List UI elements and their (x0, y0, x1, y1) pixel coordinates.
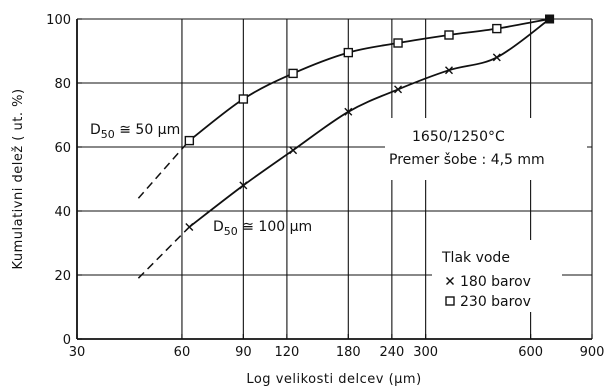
x-tick-label-90: 90 (235, 345, 252, 360)
series-180-barov-point-4 (394, 85, 403, 94)
x-tick-label-60: 60 (174, 345, 191, 360)
legend-square-marker-shape (445, 296, 455, 306)
tick-labels: 30 60 90 120 180 240 300 600 900 0 20 40 60 80 100 (46, 13, 604, 360)
series-180-barov-point-3 (344, 107, 353, 116)
series-180-barov-point-1-stroke-b (239, 181, 248, 190)
y-tick-label-100: 100 (46, 13, 71, 28)
legend-label-180-barov: 180 barov (460, 274, 531, 290)
y-tick-label-60: 60 (54, 141, 71, 156)
series-180-barov-point-0-stroke-b (185, 223, 194, 231)
nozzle-diameter-label: Premer šobe : 4,5 mm (389, 152, 545, 168)
series-230-barov-point-5 (444, 30, 454, 40)
series-180-barov-point-0 (185, 223, 194, 231)
d50-label-square-series: D50 ≅ 50 µm (90, 122, 180, 141)
x-tick-label-900: 900 (580, 345, 604, 360)
x-tick-label-240: 240 (379, 345, 404, 360)
d50-label-x-series: D50 ≅ 100 µm (213, 219, 312, 238)
series-180-barov-point-2 (289, 146, 298, 155)
legend-x-marker-shape (446, 277, 454, 285)
legend-label-230-barov: 230 barov (460, 294, 531, 310)
y-tick-label-0: 0 (63, 333, 71, 348)
conditions-box: 1650/1250°C Premer šobe : 4,5 mm (385, 118, 587, 180)
series-230-barov-point-3 (343, 47, 354, 58)
legend: Tlak vode 180 barov 230 barov (432, 240, 562, 312)
series-180-barov-point-2-stroke-b (289, 146, 298, 155)
axis-layer (76, 19, 592, 340)
series-180-barov-point-6-stroke-b (492, 53, 501, 62)
series-layer (137, 14, 555, 279)
series-180-barov-point-4-stroke-b (394, 85, 403, 94)
series-180-barov-point-5 (444, 66, 453, 75)
y-tick-label-20: 20 (54, 269, 71, 284)
legend-x-marker-shape-stroke-b (446, 277, 454, 285)
series-230-barov-point-0 (184, 135, 195, 146)
legend-square-marker-icon (445, 296, 455, 306)
legend-title: Tlak vode (441, 250, 510, 266)
x-axis-title: Log velikosti delcev (µm) (246, 372, 421, 387)
x-tick-label-30: 30 (69, 345, 86, 360)
legend-x-marker-icon (446, 277, 454, 285)
series-230-barov-point-1 (238, 94, 249, 104)
conditions-box-background (385, 118, 587, 180)
y-tick-label-80: 80 (54, 77, 71, 92)
series-230-barov-point-4 (393, 38, 403, 48)
series-180-barov-point-1 (239, 181, 248, 190)
series-230-barov-point-6 (492, 23, 502, 34)
temperature-label: 1650/1250°C (412, 129, 505, 145)
series-180-barov-point-5-stroke-b (444, 66, 453, 75)
series-180-barov-end-point (545, 14, 555, 24)
series-230-barov-point-2 (288, 68, 298, 79)
x-tick-label-300: 300 (413, 345, 438, 360)
series-180-barov-point-6 (492, 53, 501, 62)
y-axis-title: Kumulativni delež ( ut. %) (11, 88, 26, 269)
series-180-barov-point-3-stroke-b (344, 107, 353, 116)
y-tick-label-40: 40 (54, 205, 71, 220)
x-tick-label-600: 600 (518, 345, 543, 360)
x-tick-label-120: 120 (274, 345, 299, 360)
x-tick-label-180: 180 (336, 345, 361, 360)
